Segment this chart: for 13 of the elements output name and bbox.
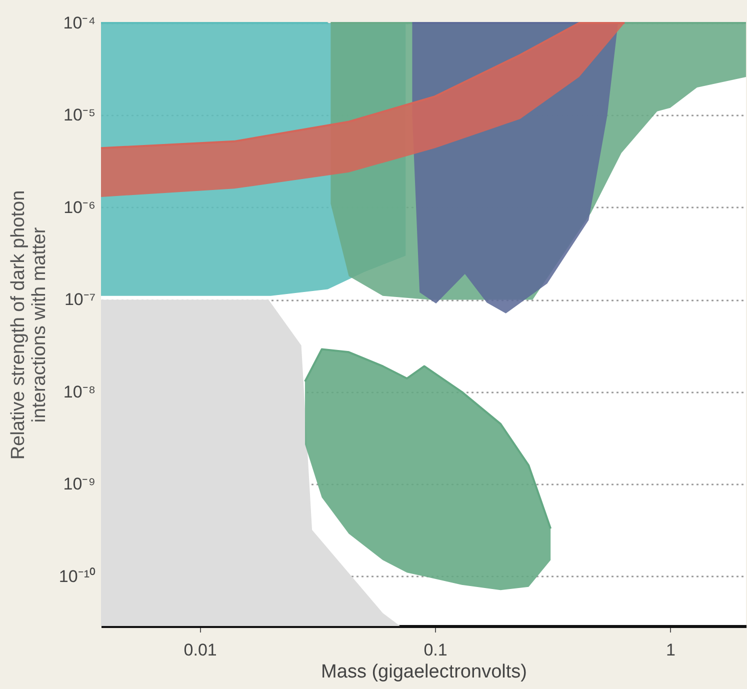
x-tick-label: 0.1 xyxy=(424,640,448,660)
x-tick-label: 1 xyxy=(666,640,676,660)
y-tick-label: 10⁻⁴ xyxy=(63,14,96,32)
y-tick-label: 10⁻⁷ xyxy=(64,290,96,310)
x-tick-label: 0.01 xyxy=(184,640,217,660)
y-tick-label: 10⁻⁹ xyxy=(63,474,96,494)
y-tick-label: 10⁻⁵ xyxy=(64,106,96,125)
y-tick-label: 10⁻¹⁰ xyxy=(58,566,96,586)
text: interactions with matter xyxy=(28,227,50,423)
y-tick-label: 10⁻⁸ xyxy=(63,382,96,402)
x-axis-title: Mass (gigaelectronvolts) xyxy=(321,662,527,682)
y-tick-label: 10⁻⁶ xyxy=(64,198,96,217)
text: Relative strength of dark photon xyxy=(8,190,29,460)
